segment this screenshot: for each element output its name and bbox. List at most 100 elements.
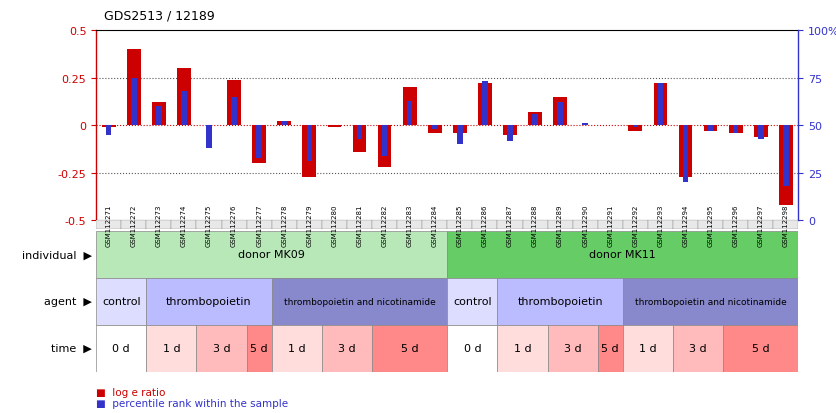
Text: GSM112294: GSM112294 <box>682 204 689 246</box>
Bar <box>278 122 291 126</box>
Text: 1 d: 1 d <box>162 343 181 353</box>
Bar <box>127 50 140 126</box>
Bar <box>497 278 623 325</box>
Bar <box>623 325 673 372</box>
Bar <box>658 84 663 126</box>
Text: 5 d: 5 d <box>752 343 770 353</box>
Bar <box>733 126 738 133</box>
Text: thrombopoietin: thrombopoietin <box>166 297 252 306</box>
Bar <box>478 84 492 126</box>
Text: GSM112279: GSM112279 <box>306 204 313 246</box>
Bar <box>146 278 272 325</box>
Text: GSM112281: GSM112281 <box>356 204 363 246</box>
Text: control: control <box>102 297 140 306</box>
Text: 3 d: 3 d <box>338 343 356 353</box>
Bar <box>328 126 341 128</box>
Bar <box>252 126 266 164</box>
Bar <box>272 278 447 325</box>
Bar <box>206 126 212 149</box>
Bar <box>573 221 598 229</box>
Text: GSM112275: GSM112275 <box>206 204 212 246</box>
Bar <box>303 126 316 177</box>
Bar <box>783 126 788 187</box>
Bar <box>322 325 372 372</box>
Bar <box>528 113 542 126</box>
Bar <box>623 278 798 325</box>
Bar <box>558 103 563 126</box>
Bar <box>754 126 767 138</box>
Text: 1 d: 1 d <box>288 343 306 353</box>
Text: GSM112295: GSM112295 <box>707 204 714 246</box>
Bar <box>272 325 322 372</box>
Bar <box>673 325 723 372</box>
Bar <box>654 84 667 126</box>
Bar <box>106 126 111 135</box>
Text: GSM112292: GSM112292 <box>632 204 639 246</box>
Text: 3 d: 3 d <box>212 343 231 353</box>
Text: 0 d: 0 d <box>463 343 482 353</box>
Text: GSM112273: GSM112273 <box>155 204 162 246</box>
Text: GSM112296: GSM112296 <box>732 204 739 246</box>
Bar <box>152 103 166 126</box>
Bar <box>156 107 161 126</box>
Text: GSM112282: GSM112282 <box>381 204 388 246</box>
Bar <box>297 221 322 229</box>
Text: donor MK11: donor MK11 <box>589 250 656 260</box>
Text: agent  ▶: agent ▶ <box>44 297 92 306</box>
Bar <box>723 221 748 229</box>
Bar <box>648 221 673 229</box>
Bar <box>232 97 237 126</box>
Bar <box>357 126 362 139</box>
Bar <box>382 126 387 157</box>
Bar <box>497 221 522 229</box>
Text: GSM112286: GSM112286 <box>482 204 488 246</box>
Bar <box>758 126 763 139</box>
Text: thrombopoietin and nicotinamide: thrombopoietin and nicotinamide <box>283 297 436 306</box>
Bar <box>222 221 247 229</box>
Text: individual  ▶: individual ▶ <box>22 250 92 260</box>
Text: GSM112284: GSM112284 <box>431 204 438 246</box>
Bar <box>472 221 497 229</box>
Text: GSM112289: GSM112289 <box>557 204 563 246</box>
Bar <box>247 325 272 372</box>
Text: GSM112288: GSM112288 <box>532 204 538 246</box>
Bar <box>553 97 567 126</box>
Bar <box>723 325 798 372</box>
Bar <box>533 114 538 126</box>
Bar <box>403 88 416 126</box>
Bar <box>503 126 517 135</box>
Bar <box>704 126 717 132</box>
Text: GSM112290: GSM112290 <box>582 204 589 246</box>
Bar <box>457 126 462 145</box>
Bar <box>372 325 447 372</box>
Text: GDS2513 / 12189: GDS2513 / 12189 <box>104 10 215 23</box>
Bar <box>257 126 262 158</box>
Bar <box>227 81 241 126</box>
Bar <box>482 82 487 126</box>
Text: 5 d: 5 d <box>601 343 619 353</box>
Bar <box>131 78 136 126</box>
Text: 1 d: 1 d <box>513 343 532 353</box>
Bar <box>673 221 698 229</box>
Bar <box>428 126 441 133</box>
Bar <box>748 221 773 229</box>
Bar <box>453 126 466 133</box>
Bar <box>598 221 623 229</box>
Text: GSM112272: GSM112272 <box>130 204 137 246</box>
Bar <box>96 221 121 229</box>
Bar <box>372 221 397 229</box>
Bar <box>679 126 692 177</box>
Text: 3 d: 3 d <box>689 343 707 353</box>
Text: GSM112291: GSM112291 <box>607 204 614 246</box>
Text: GSM112297: GSM112297 <box>757 204 764 246</box>
Bar <box>196 221 222 229</box>
Bar <box>378 126 391 168</box>
Bar <box>598 325 623 372</box>
Bar <box>497 325 548 372</box>
Bar <box>779 126 793 206</box>
Text: 5 d: 5 d <box>250 343 268 353</box>
Bar <box>623 221 648 229</box>
Bar <box>146 325 196 372</box>
Bar <box>307 126 312 162</box>
Bar <box>407 101 412 126</box>
